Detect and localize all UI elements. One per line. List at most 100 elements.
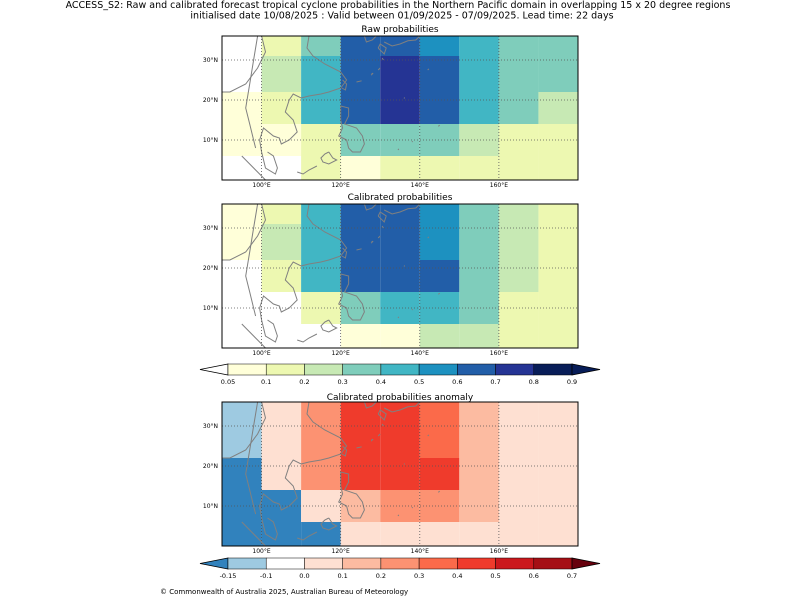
coastline (427, 236, 430, 239)
y-tick-label: 20°N (203, 463, 218, 470)
heatmap-cell (419, 56, 460, 92)
coastline (383, 35, 421, 47)
coastline (383, 203, 421, 215)
coastline-layer (222, 203, 440, 349)
colorbar-segment (342, 363, 382, 376)
y-tick-label: 30°N (203, 57, 218, 64)
heatmap-cell (380, 402, 420, 422)
x-tick-label: 140°E (411, 182, 429, 189)
heatmap-cell (340, 402, 381, 422)
heatmap-cell (301, 490, 341, 522)
heatmap-cell (538, 156, 578, 180)
colorbar-under-extension (199, 363, 229, 376)
heatmap-cell (380, 522, 420, 546)
heatmap-cell (419, 522, 460, 546)
x-tick-label: 120°E (332, 548, 350, 555)
heatmap-cell (340, 422, 381, 458)
heatmap-cell (301, 292, 341, 324)
heatmap-cell (301, 402, 341, 422)
heatmap-cell (261, 204, 302, 224)
heatmap-cell (222, 204, 262, 224)
heatmap-cell (261, 402, 302, 422)
y-tick-label: 10°N (203, 137, 218, 144)
coastline (411, 506, 414, 509)
panel-title: Calibrated probabilities anomaly (327, 393, 474, 403)
calibrated-anomaly-map: Calibrated probabilities anomaly 100°E 12… (203, 393, 579, 555)
heatmap-cell (301, 204, 341, 224)
heatmap-cell (498, 92, 539, 124)
colorbar-segment (457, 363, 496, 376)
heatmap-cell (340, 224, 381, 260)
coastline (222, 35, 267, 93)
colorbar-tick-label: 0.0 (299, 572, 309, 580)
heatmap-cell (261, 522, 302, 546)
colorbar-over-extension (571, 557, 601, 570)
colorbar-tick-label: 0.6 (529, 572, 539, 580)
x-tick-label: 100°E (252, 548, 270, 555)
heatmap-cell (459, 422, 499, 458)
x-tick-label: 160°E (490, 548, 508, 555)
heatmap-cell (380, 56, 420, 92)
heatmap-cell (538, 204, 578, 224)
coastline (259, 401, 348, 541)
map-frame (221, 35, 579, 181)
heatmap-cell (459, 260, 499, 292)
heatmap-cell (380, 224, 420, 260)
heatmap-cell (222, 402, 262, 422)
coastline (241, 155, 266, 181)
colorbar-tick-label: 0.5 (490, 572, 500, 580)
coastline (356, 248, 362, 251)
coastline (245, 401, 259, 515)
coastline (397, 148, 400, 151)
coastline (341, 445, 348, 457)
heatmap-cell (340, 324, 381, 348)
heatmap-cell (222, 522, 262, 546)
map-frame (221, 401, 579, 547)
heatmap-cell (538, 522, 578, 546)
colorbar-tick-label: 0.7 (490, 378, 500, 386)
coastline (245, 203, 259, 317)
heatmap-cell (340, 522, 381, 546)
heatmap-cell (538, 260, 578, 292)
colorbar-tick-label: 0.5 (414, 378, 424, 386)
coastline (222, 401, 267, 459)
heatmap-cell (261, 422, 302, 458)
heatmap-cell (261, 36, 302, 56)
heatmap-cell (419, 260, 460, 292)
heatmap-cell (419, 402, 460, 422)
coastline (356, 80, 362, 83)
heatmap-cell (419, 92, 460, 124)
coastline (397, 514, 400, 517)
heatmap-cell (498, 56, 539, 92)
copyright-text: © Commonwealth of Australia 2025, Austra… (160, 588, 408, 596)
coastline (381, 57, 384, 61)
heatmap-cell (498, 224, 539, 260)
colorbar-segment (495, 557, 535, 570)
coastline (320, 319, 338, 333)
heatmap-cell (301, 56, 341, 92)
coastline (370, 240, 374, 244)
heatmap-cell (459, 36, 499, 56)
coastline (377, 211, 387, 223)
x-tick-label: 160°E (490, 350, 508, 357)
heatmap-cell (419, 458, 460, 490)
x-tick-label: 120°E (332, 350, 350, 357)
panel-title: Raw probabilities (361, 25, 439, 35)
heatmap-cell (301, 224, 341, 260)
coastline (438, 490, 440, 493)
heatmap-cell (340, 36, 381, 56)
heatmap-cell (419, 36, 460, 56)
heatmap-cell (538, 56, 578, 92)
heatmap-cell (301, 422, 341, 458)
colorbar-tick-label: -0.15 (220, 572, 237, 580)
coastline (438, 292, 440, 295)
heatmap-cell (301, 36, 341, 56)
colorbar-tick-label: 0.3 (337, 378, 347, 386)
heatmap-cell (538, 422, 578, 458)
colorbar-tick-label: 0.1 (261, 378, 271, 386)
heatmap-cell (301, 458, 341, 490)
heatmap-cell (459, 92, 499, 124)
coastline (411, 140, 414, 143)
heatmap-cell (459, 204, 499, 224)
coastline (377, 235, 381, 239)
